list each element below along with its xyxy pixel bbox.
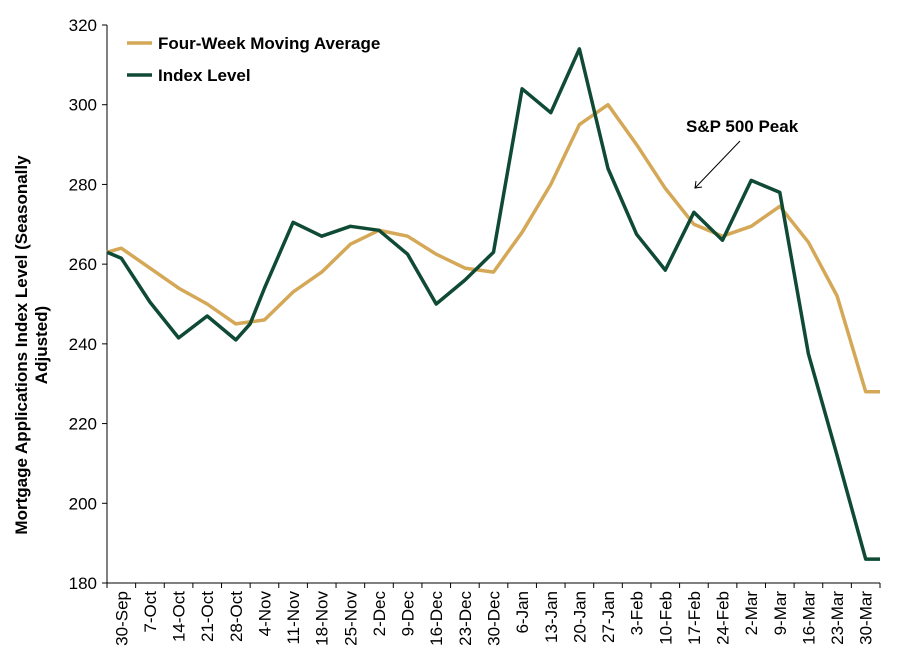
- legend-label-index-level: Index Level: [158, 66, 251, 85]
- x-tick-label: 13-Jan: [542, 591, 561, 643]
- x-tick-label: 24-Feb: [714, 591, 733, 645]
- annotation: S&P 500 Peak: [686, 117, 799, 189]
- y-tick-label: 300: [69, 96, 97, 115]
- x-tick-label: 16-Dec: [427, 591, 446, 646]
- y-tick-label: 280: [69, 175, 97, 194]
- x-tick-label: 30-Sep: [112, 591, 131, 646]
- y-axis-title-line-1: Mortgage Applications Index Level (Seaso…: [12, 155, 31, 535]
- x-tick-label: 23-Dec: [456, 591, 475, 646]
- y-axis-title-line-2: Adjusted): [32, 306, 51, 384]
- x-tick-label: 14-Oct: [170, 591, 189, 642]
- x-tick-label: 9-Mar: [771, 591, 790, 636]
- x-tick-label: 9-Dec: [399, 591, 418, 637]
- annotation-label: S&P 500 Peak: [686, 117, 799, 136]
- x-tick-label: 7-Oct: [141, 591, 160, 633]
- x-tick-label: 23-Mar: [828, 591, 847, 645]
- legend: Four-Week Moving Average Index Level: [127, 34, 380, 85]
- x-tick-label: 2-Mar: [742, 591, 761, 636]
- x-tick-label: 16-Mar: [799, 591, 818, 645]
- x-axis-ticks: 30-Sep 7-Oct 14-Oct 21-Oct 28-Oct 4-Nov 11-Nov…: [106, 583, 881, 646]
- y-tick-label: 200: [69, 494, 97, 513]
- y-tick-label: 180: [69, 574, 97, 593]
- x-tick-label: 2-Dec: [370, 591, 389, 637]
- x-tick-label: 30-Mar: [857, 591, 876, 645]
- x-tick-label: 4-Nov: [255, 591, 274, 637]
- y-tick-label: 260: [69, 255, 97, 274]
- y-tick-label: 320: [69, 16, 97, 35]
- x-tick-label: 18-Nov: [313, 591, 332, 646]
- x-tick-label: 25-Nov: [341, 591, 360, 646]
- series-lines: [106, 47, 880, 561]
- arrow-icon: [694, 140, 741, 189]
- y-axis-title: Mortgage Applications Index Level (Seaso…: [12, 155, 51, 535]
- legend-label-moving-average: Four-Week Moving Average: [158, 34, 380, 53]
- y-tick-label: 240: [69, 335, 97, 354]
- x-tick-label: 21-Oct: [198, 591, 217, 642]
- series-line-index-level: [106, 47, 880, 561]
- y-tick-label: 220: [69, 415, 97, 434]
- x-tick-label: 28-Oct: [227, 591, 246, 642]
- x-tick-label: 10-Feb: [656, 591, 675, 645]
- x-tick-label: 17-Feb: [685, 591, 704, 645]
- x-tick-label: 30-Dec: [485, 591, 504, 646]
- x-tick-label: 6-Jan: [513, 591, 532, 634]
- y-axis-ticks: 180 200 220 240 260 280 300 320: [69, 16, 107, 593]
- series-line-moving-average: [106, 102, 880, 394]
- x-tick-label: 3-Feb: [628, 591, 647, 635]
- x-tick-label: 20-Jan: [570, 591, 589, 643]
- x-tick-label: 11-Nov: [284, 591, 303, 645]
- x-tick-label: 27-Jan: [599, 591, 618, 643]
